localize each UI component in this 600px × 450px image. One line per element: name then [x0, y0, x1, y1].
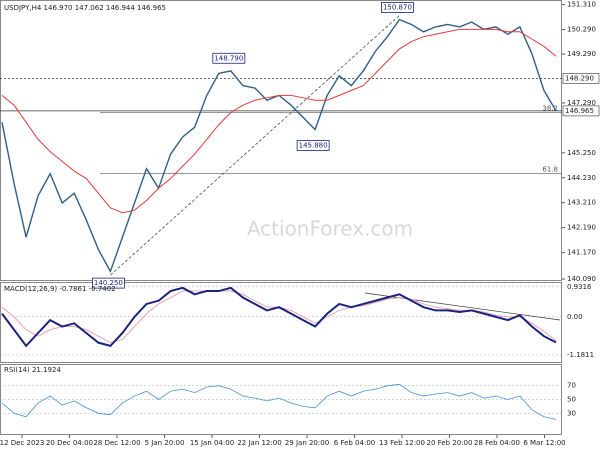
x-tick-label: 22 Jan 12:00	[237, 439, 281, 447]
point-label: 140.250	[94, 279, 123, 287]
y-tick-label: 150.290	[567, 26, 596, 34]
y-tick-label: 143.210	[567, 199, 596, 207]
point-box	[212, 52, 246, 64]
y-tick-label: 140.090	[567, 275, 596, 283]
y-tick-label: 70	[567, 382, 576, 390]
y-tick-label: 151.310	[567, 1, 596, 9]
point-label: 148.790	[214, 54, 243, 62]
macd-trend	[364, 292, 561, 321]
x-tick-label: 6 Mar 12:00	[523, 439, 565, 447]
y-tick-label: -1.1811	[567, 351, 594, 359]
point-box	[381, 2, 414, 13]
panel-title: RSI(14) 21.1924	[4, 366, 61, 374]
series-line	[1, 286, 557, 348]
x-tick-label: 12 Dec 2023	[0, 439, 44, 447]
y-tick-label: 144.230	[567, 174, 596, 182]
y-tick-label: 0.00	[567, 313, 583, 321]
y-tick-label: 141.170	[567, 249, 596, 257]
level-label: 148.290	[565, 74, 594, 82]
y-tick-label: 149.290	[567, 50, 596, 58]
x-tick-label: 13 Feb 12:00	[379, 439, 425, 447]
x-tick-label: 15 Jan 04:00	[190, 439, 234, 447]
x-tick-label: 20 Feb 20:00	[427, 439, 473, 447]
series-line	[1, 28, 557, 214]
series-line	[1, 383, 557, 420]
level-box	[562, 73, 600, 84]
x-tick-label: 6 Feb 04:00	[334, 439, 375, 447]
point-label: 145.880	[299, 141, 328, 149]
y-tick-label: 142.190	[567, 224, 596, 232]
point-box	[91, 277, 125, 289]
y-tick-label: 50	[567, 396, 576, 404]
y-tick-label: 147.290	[567, 99, 596, 107]
x-tick-label: 29 Jan 20:00	[285, 439, 329, 447]
y-tick-label: 145.250	[567, 149, 596, 157]
point-label: 150.870	[383, 3, 412, 11]
y-tick-label: 30	[567, 409, 576, 417]
point-box	[296, 140, 330, 151]
level-label: 146.965	[565, 107, 594, 115]
x-tick-label: 5 Jan 20:00	[145, 439, 185, 447]
chart-title: USDJPY,H4 146.970 147.062 146.944 146.96…	[4, 4, 166, 12]
panel-title: MACD(12,26,9) -0.7861 -0.7402	[4, 285, 116, 293]
price-panel	[0, 0, 562, 281]
fib-label: 61.8	[542, 166, 558, 174]
macd-panel	[0, 282, 562, 363]
level-box	[562, 105, 600, 117]
fib-label: 38.2	[542, 104, 558, 112]
watermark: ActionForex.com	[247, 217, 413, 241]
y-tick-label: 0.9316	[567, 283, 592, 291]
x-tick-label: 28 Dec 12:00	[93, 439, 140, 447]
x-tick-label: 28 Feb 04:00	[474, 439, 520, 447]
x-tick-label: 20 Dec 04:00	[46, 439, 93, 447]
